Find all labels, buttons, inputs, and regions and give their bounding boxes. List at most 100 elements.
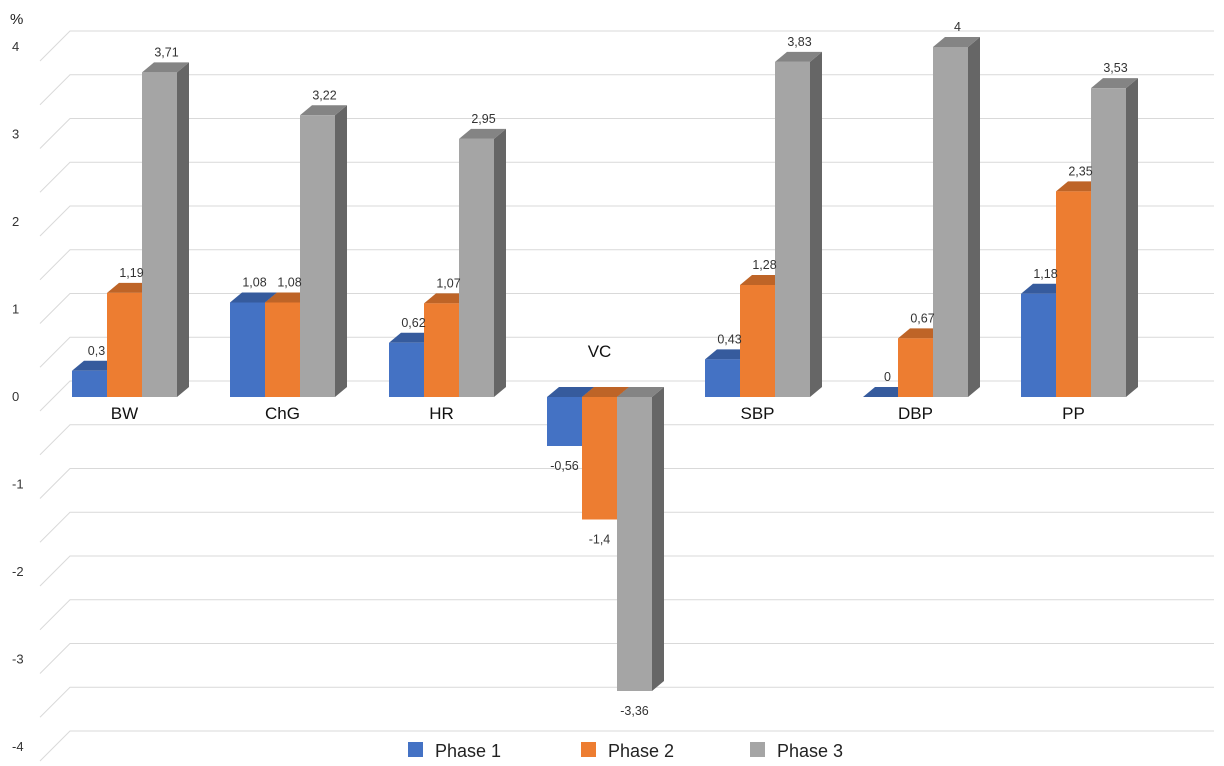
data-label: 1,19 <box>119 266 143 280</box>
legend-item: Phase 3 <box>750 741 843 761</box>
legend-label: Phase 2 <box>608 741 674 761</box>
bar-top <box>775 51 822 62</box>
data-label: 1,28 <box>752 258 776 272</box>
data-label: 3,53 <box>1103 61 1127 75</box>
legend-item: Phase 2 <box>581 741 674 761</box>
y-tick-label: -4 <box>12 739 24 754</box>
y-tick-label: -1 <box>12 477 24 492</box>
category-label: HR <box>429 404 454 423</box>
grid-line <box>39 205 1214 237</box>
bar-front <box>72 370 107 397</box>
bar-front <box>389 342 424 397</box>
legend-label: Phase 3 <box>777 741 843 761</box>
y-axis-unit-label: % <box>10 11 23 28</box>
bar-top <box>230 292 277 303</box>
bar-front <box>740 285 775 397</box>
bar-front <box>107 292 142 397</box>
bar-front <box>1021 293 1056 397</box>
category-label: PP <box>1062 404 1085 423</box>
bar-front <box>547 397 582 446</box>
bar-front <box>265 302 300 397</box>
bar-front <box>898 338 933 397</box>
bar-front <box>617 397 652 691</box>
bar-top <box>300 105 347 116</box>
bar-top <box>582 387 629 397</box>
data-label: 0,3 <box>88 344 105 358</box>
data-label: 0,67 <box>910 311 934 325</box>
bar-top <box>547 387 594 397</box>
bar-front <box>300 115 335 397</box>
grid-line <box>39 555 1214 587</box>
bar <box>142 62 189 397</box>
grid-line <box>39 468 1214 499</box>
legend-label: Phase 1 <box>435 741 501 761</box>
grid-line <box>39 118 1214 149</box>
category-label: ChG <box>265 404 300 423</box>
bar-side <box>810 51 822 397</box>
bar-front <box>775 61 810 397</box>
bar-top <box>142 62 189 73</box>
category-label: VC <box>588 342 612 361</box>
bar-top <box>459 128 506 139</box>
bar-side <box>652 387 664 691</box>
grid-line <box>39 511 1214 543</box>
y-tick-label: 3 <box>12 127 19 142</box>
grid-line <box>39 643 1214 674</box>
legend-swatch <box>408 742 423 757</box>
bar-side <box>177 62 189 397</box>
data-label: 0,43 <box>717 332 741 346</box>
category-label: DBP <box>898 404 933 423</box>
y-tick-label: 2 <box>12 214 19 229</box>
data-label: -3,36 <box>620 704 649 718</box>
bar <box>617 387 664 691</box>
grid-line <box>39 74 1214 106</box>
grid-line <box>39 380 1214 412</box>
bar-side <box>335 105 347 397</box>
y-axis-ticks: 4 3 2 1 0 -1 -2 -3 -4 <box>12 39 24 754</box>
data-label: 2,35 <box>1068 164 1092 178</box>
bar-front <box>1091 88 1126 397</box>
bar-front <box>424 303 459 397</box>
grid-line <box>39 686 1214 718</box>
category-label: SBP <box>740 404 774 423</box>
grid-line <box>39 730 1214 762</box>
data-label: 3,22 <box>312 88 336 102</box>
data-labels: 0,3 1,08 0,62 -0,56 0,43 0 1,18 1,19 1,08 1,07 -1,… <box>88 20 1128 718</box>
bar-front <box>1056 191 1091 397</box>
category-labels: BW ChG HR VC SBP DBP PP <box>111 342 1085 423</box>
grid-line <box>39 424 1214 456</box>
bar-top <box>617 387 664 397</box>
bar-front <box>705 359 740 397</box>
y-tick-label: 4 <box>12 39 19 54</box>
bar <box>1091 78 1138 397</box>
bar-top <box>1091 78 1138 89</box>
bar-side <box>968 37 980 397</box>
bar-side <box>494 128 506 397</box>
data-label: 0,62 <box>401 316 425 330</box>
grid-line <box>39 599 1214 631</box>
y-tick-label: 1 <box>12 302 19 317</box>
data-label: -1,4 <box>589 533 611 547</box>
legend: Phase 1 Phase 2 Phase 3 <box>408 741 843 761</box>
data-label: 2,95 <box>471 112 495 126</box>
bar-side <box>1126 78 1138 397</box>
bar <box>933 37 980 397</box>
category-label: BW <box>111 404 138 423</box>
grid-line <box>39 293 1214 324</box>
data-label: 0 <box>884 370 891 384</box>
bar-front <box>459 138 494 397</box>
bar-front <box>230 302 265 397</box>
data-label: 4 <box>954 20 961 34</box>
y-tick-label: -2 <box>12 564 24 579</box>
data-label: 1,18 <box>1033 267 1057 281</box>
data-label: 3,71 <box>154 45 178 59</box>
y-tick-label: 0 <box>12 389 19 404</box>
bar <box>459 128 506 397</box>
legend-swatch <box>750 742 765 757</box>
bars <box>72 37 1138 691</box>
grid-line <box>39 30 1214 62</box>
y-tick-label: -3 <box>12 652 24 667</box>
data-label: 3,83 <box>787 35 811 49</box>
data-label: 1,08 <box>242 276 266 290</box>
